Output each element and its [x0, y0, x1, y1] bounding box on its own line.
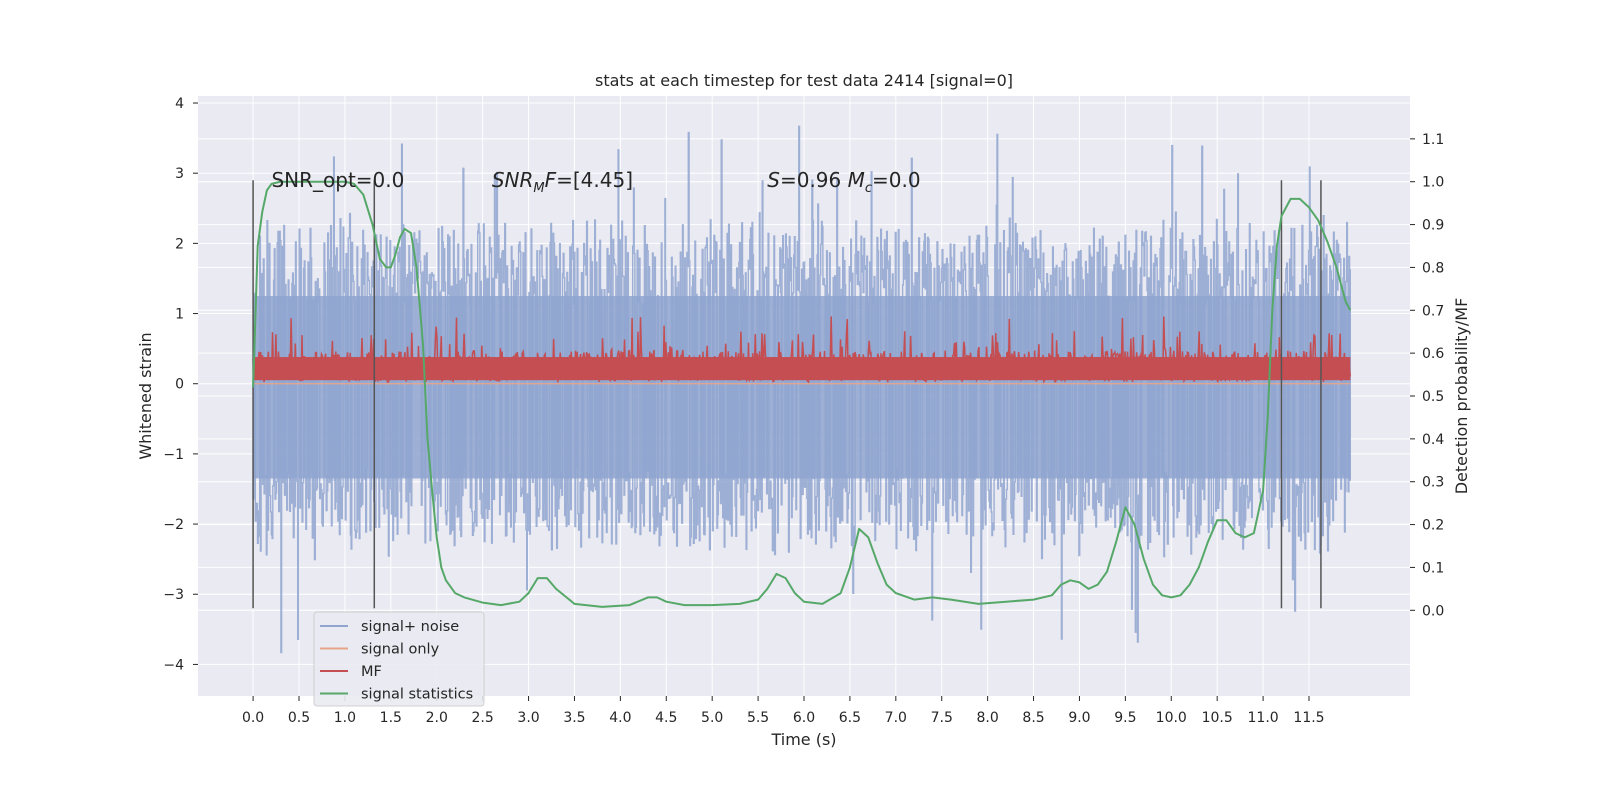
annotation-mc-value: =0.0: [872, 168, 921, 192]
y-tick-label: 2: [175, 236, 184, 252]
x-tick-label: 10.5: [1202, 710, 1233, 726]
annotation-layer: SNR_opt=0.0 SNRMF=[4.45] S=0.96 Mc=0.0: [271, 168, 920, 196]
x-tick-label: 9.0: [1068, 710, 1090, 726]
annotation-snr-opt: SNR_opt=0.0: [271, 168, 404, 192]
y2-tick-label: 1.1: [1422, 132, 1444, 148]
x-tick-label: 3.5: [563, 710, 585, 726]
x-tick-label: 11.0: [1248, 710, 1279, 726]
y-tick-label: −4: [163, 657, 184, 673]
x-tick-label: 8.5: [1022, 710, 1044, 726]
y-tick-label: −3: [163, 587, 184, 603]
x-tick-label: 6.5: [839, 710, 861, 726]
x-tick-label: 0.0: [242, 710, 264, 726]
y-tick-label: −1: [163, 447, 184, 463]
chart-title: stats at each timestep for test data 241…: [595, 71, 1013, 90]
annotation-snr-mf-part: SNR: [492, 168, 534, 192]
noise-series-layer: [252, 125, 1351, 654]
annotation-snr-mf-sub: M: [533, 181, 544, 196]
annotation-s-mc: S=0.96 Mc=0.0: [767, 168, 920, 196]
y2-tick-label: 0.1: [1422, 560, 1444, 576]
y2-tick-label: 1.0: [1422, 175, 1444, 191]
y2-tick-label: 0.5: [1422, 389, 1444, 405]
y2-tick-label: 0.6: [1422, 346, 1444, 362]
legend-label: signal+ noise: [361, 619, 459, 635]
y-tick-label: 1: [175, 307, 184, 323]
annotation-s-value: =0.96: [780, 168, 848, 192]
y2-tick-label: 0.7: [1422, 303, 1444, 319]
vertical-marker-layer: [252, 180, 1322, 609]
legend-box: [313, 611, 485, 707]
signal-statistics-series-layer: [252, 180, 1352, 608]
x-tick-label: 7.0: [885, 710, 907, 726]
x-tick-label: 4.5: [655, 710, 677, 726]
y2-tick-label: 0.3: [1422, 475, 1444, 491]
annotation-mc-label: M: [848, 168, 865, 192]
y2-tick-label: 0.4: [1422, 432, 1444, 448]
x-tick-label: 9.5: [1114, 710, 1136, 726]
legend: signal+ noise signal only MF signal statist…: [313, 611, 485, 707]
x-tick-label: 5.5: [747, 710, 769, 726]
mf-line: [252, 316, 1352, 384]
y2-axis-label: Detection probability/MF: [1452, 298, 1471, 495]
x-tick-label: 2.5: [472, 710, 494, 726]
y2-tick-label: 0.2: [1422, 518, 1444, 534]
legend-label: signal only: [361, 642, 440, 658]
x-tick-label: 2.0: [426, 710, 448, 726]
x-axis-label: Time (s): [770, 730, 836, 749]
y2-tick-label: 0.8: [1422, 260, 1444, 276]
x-tick-label: 11.5: [1293, 710, 1324, 726]
x-tick-label: 3.0: [517, 710, 539, 726]
x-tick-label: 0.5: [288, 710, 310, 726]
annotation-mc-sub: c: [865, 181, 872, 196]
y2-tick-label: 0.0: [1422, 603, 1444, 619]
mf-series-layer: [252, 316, 1352, 384]
y-tick-label: −2: [163, 517, 184, 533]
legend-label: MF: [361, 664, 382, 680]
annotation-snr-mf-value: =[4.45]: [556, 168, 633, 192]
x-tick-label: 6.0: [793, 710, 815, 726]
annotation-snr-mf-part: F: [545, 168, 557, 192]
annotation-snr-mf: SNRMF=[4.45]: [492, 168, 633, 196]
x-tick-label: 8.0: [977, 710, 999, 726]
x-tick-label: 5.0: [701, 710, 723, 726]
x-tick-label: 10.0: [1156, 710, 1187, 726]
axis-layer: 0.0 0.5 1.0 1.5 2.0 2.5 3.0 3.5 4.0 4.5 5.0 5.5 6.0 6…: [163, 96, 1444, 726]
y-tick-label: 3: [175, 166, 184, 182]
x-tick-label: 1.5: [380, 710, 402, 726]
y-axis-label: Whitened strain: [136, 332, 155, 459]
x-tick-label: 1.0: [334, 710, 356, 726]
x-tick-label: 7.5: [931, 710, 953, 726]
signal-statistics-line: [252, 180, 1352, 608]
y-tick-label: 0: [175, 377, 184, 393]
signal-noise-line: [252, 125, 1351, 654]
legend-label: signal statistics: [361, 687, 473, 703]
x-tick-label: 4.0: [609, 710, 631, 726]
y2-tick-label: 0.9: [1422, 218, 1444, 234]
y-tick-label: 4: [175, 96, 184, 112]
annotation-s-label: S: [767, 168, 780, 192]
